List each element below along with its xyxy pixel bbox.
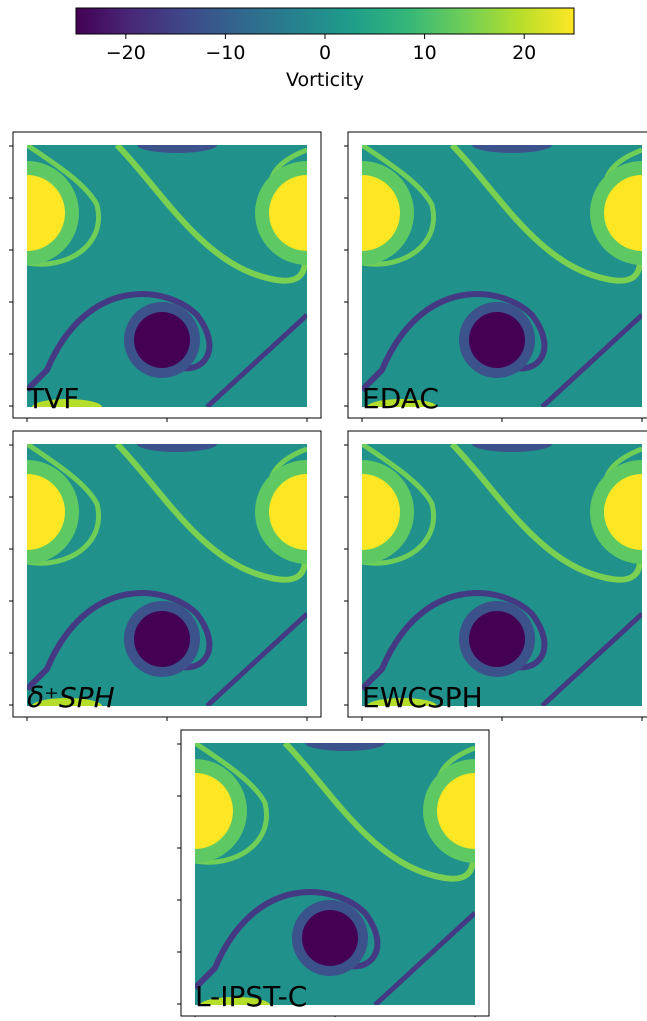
- panel-label: L-IPST-C: [195, 980, 307, 1013]
- panel-label: δ⁺SPH: [27, 681, 115, 714]
- panel-label: EWCSPH: [362, 681, 483, 714]
- x-tick-label: 20: [512, 42, 536, 64]
- panel-label: EDAC: [362, 382, 439, 415]
- vorticity-field: [143, 735, 527, 1013]
- vorticity-field: [0, 137, 359, 415]
- colorbar-label: Vorticity: [286, 69, 364, 91]
- x-tick-label: 0: [319, 42, 331, 64]
- x-tick-label: −20: [106, 42, 146, 64]
- x-tick-label: −10: [205, 42, 245, 64]
- colorbar: [75, 7, 575, 35]
- panel-label: TVF: [26, 382, 79, 415]
- vorticity-field: [0, 436, 359, 714]
- x-tick-label: 10: [413, 42, 437, 64]
